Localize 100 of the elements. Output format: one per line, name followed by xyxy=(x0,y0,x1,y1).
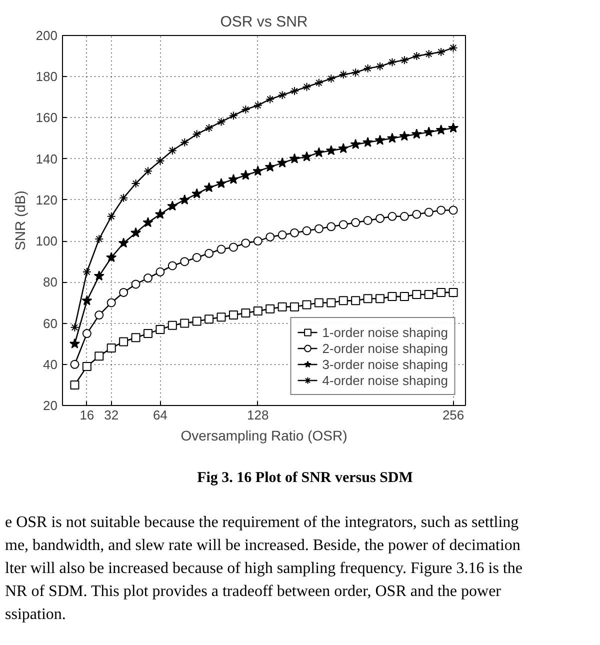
point xyxy=(228,174,239,184)
point xyxy=(156,267,165,276)
point xyxy=(204,182,214,192)
text: lter will also be increased because of high sampling frequency. Figure 3.16 is the xyxy=(5,559,524,580)
y-tick-label: 60 xyxy=(43,316,58,331)
point xyxy=(436,288,446,297)
point xyxy=(154,208,166,219)
point xyxy=(106,212,116,221)
point xyxy=(119,288,128,297)
point xyxy=(167,200,178,211)
point xyxy=(82,267,92,276)
point xyxy=(376,214,385,223)
point xyxy=(376,294,385,304)
point xyxy=(143,274,152,283)
y-tick-label: 140 xyxy=(36,151,58,166)
point xyxy=(412,210,422,219)
text: e OSR is not suitable because the requirement of the integrators, such as settling xyxy=(5,513,520,534)
point xyxy=(278,230,287,240)
point xyxy=(302,82,312,92)
point xyxy=(82,362,92,371)
point xyxy=(363,216,372,225)
point xyxy=(338,220,348,230)
point xyxy=(350,138,361,149)
point xyxy=(326,298,336,308)
point xyxy=(192,188,202,198)
point xyxy=(436,124,446,135)
point xyxy=(278,302,287,312)
point xyxy=(399,130,410,141)
point xyxy=(131,179,140,188)
point xyxy=(180,257,190,266)
point xyxy=(326,222,336,232)
point xyxy=(400,212,409,221)
x-tick-label: 16 xyxy=(80,408,94,422)
point xyxy=(301,151,312,162)
text: NR of SDM. This plot provides a tradeoff between order, OSR and the power xyxy=(5,582,502,602)
y-tick-label: 160 xyxy=(36,110,58,126)
point xyxy=(424,126,434,137)
point xyxy=(216,178,227,188)
point xyxy=(241,105,250,114)
point xyxy=(119,193,128,202)
point xyxy=(436,47,446,56)
x-tick-label: 128 xyxy=(247,408,269,422)
point xyxy=(204,248,214,258)
point xyxy=(289,153,300,164)
point xyxy=(143,166,152,176)
point xyxy=(448,288,458,297)
point xyxy=(228,310,238,320)
point xyxy=(351,68,360,77)
legend-label: 3-order noise shaping xyxy=(322,356,448,372)
point xyxy=(94,234,104,244)
y-tick-label: 120 xyxy=(36,192,58,208)
point xyxy=(290,86,300,96)
chart-title: OSR vs SNR xyxy=(220,14,308,30)
point xyxy=(192,130,202,139)
point xyxy=(168,146,177,156)
point xyxy=(180,318,190,328)
point xyxy=(436,206,446,215)
point xyxy=(94,352,104,361)
point xyxy=(374,134,386,145)
point xyxy=(266,304,275,314)
point xyxy=(252,166,264,176)
point xyxy=(216,117,226,126)
point xyxy=(192,253,202,262)
point xyxy=(266,232,275,242)
point xyxy=(70,380,80,390)
point xyxy=(192,316,202,326)
point xyxy=(277,157,288,168)
x-tick-label: 64 xyxy=(152,408,168,422)
point xyxy=(131,333,140,342)
point xyxy=(362,136,374,147)
point xyxy=(106,298,116,308)
point xyxy=(388,58,397,67)
point xyxy=(204,314,214,324)
point xyxy=(241,238,250,248)
point xyxy=(228,111,238,120)
point xyxy=(412,52,422,61)
point xyxy=(143,329,152,338)
point xyxy=(376,62,385,71)
point xyxy=(314,147,324,158)
point xyxy=(216,244,226,254)
point xyxy=(82,295,92,306)
point xyxy=(156,156,165,166)
point xyxy=(326,74,336,84)
point xyxy=(69,338,80,348)
caption: Fig 3. 16 Plot of SNR versus SDM xyxy=(196,469,414,488)
point xyxy=(314,224,324,234)
point xyxy=(290,302,300,312)
point xyxy=(411,128,422,139)
point xyxy=(412,290,422,299)
point xyxy=(400,56,409,65)
point xyxy=(240,170,251,180)
point xyxy=(363,64,372,73)
point xyxy=(290,228,300,238)
point xyxy=(130,227,142,238)
point xyxy=(241,308,250,318)
point xyxy=(302,300,312,310)
legend-label: 2-order noise shaping xyxy=(322,340,448,356)
point xyxy=(278,90,287,100)
x-tick-label: 256 xyxy=(442,408,464,422)
point xyxy=(326,145,336,156)
